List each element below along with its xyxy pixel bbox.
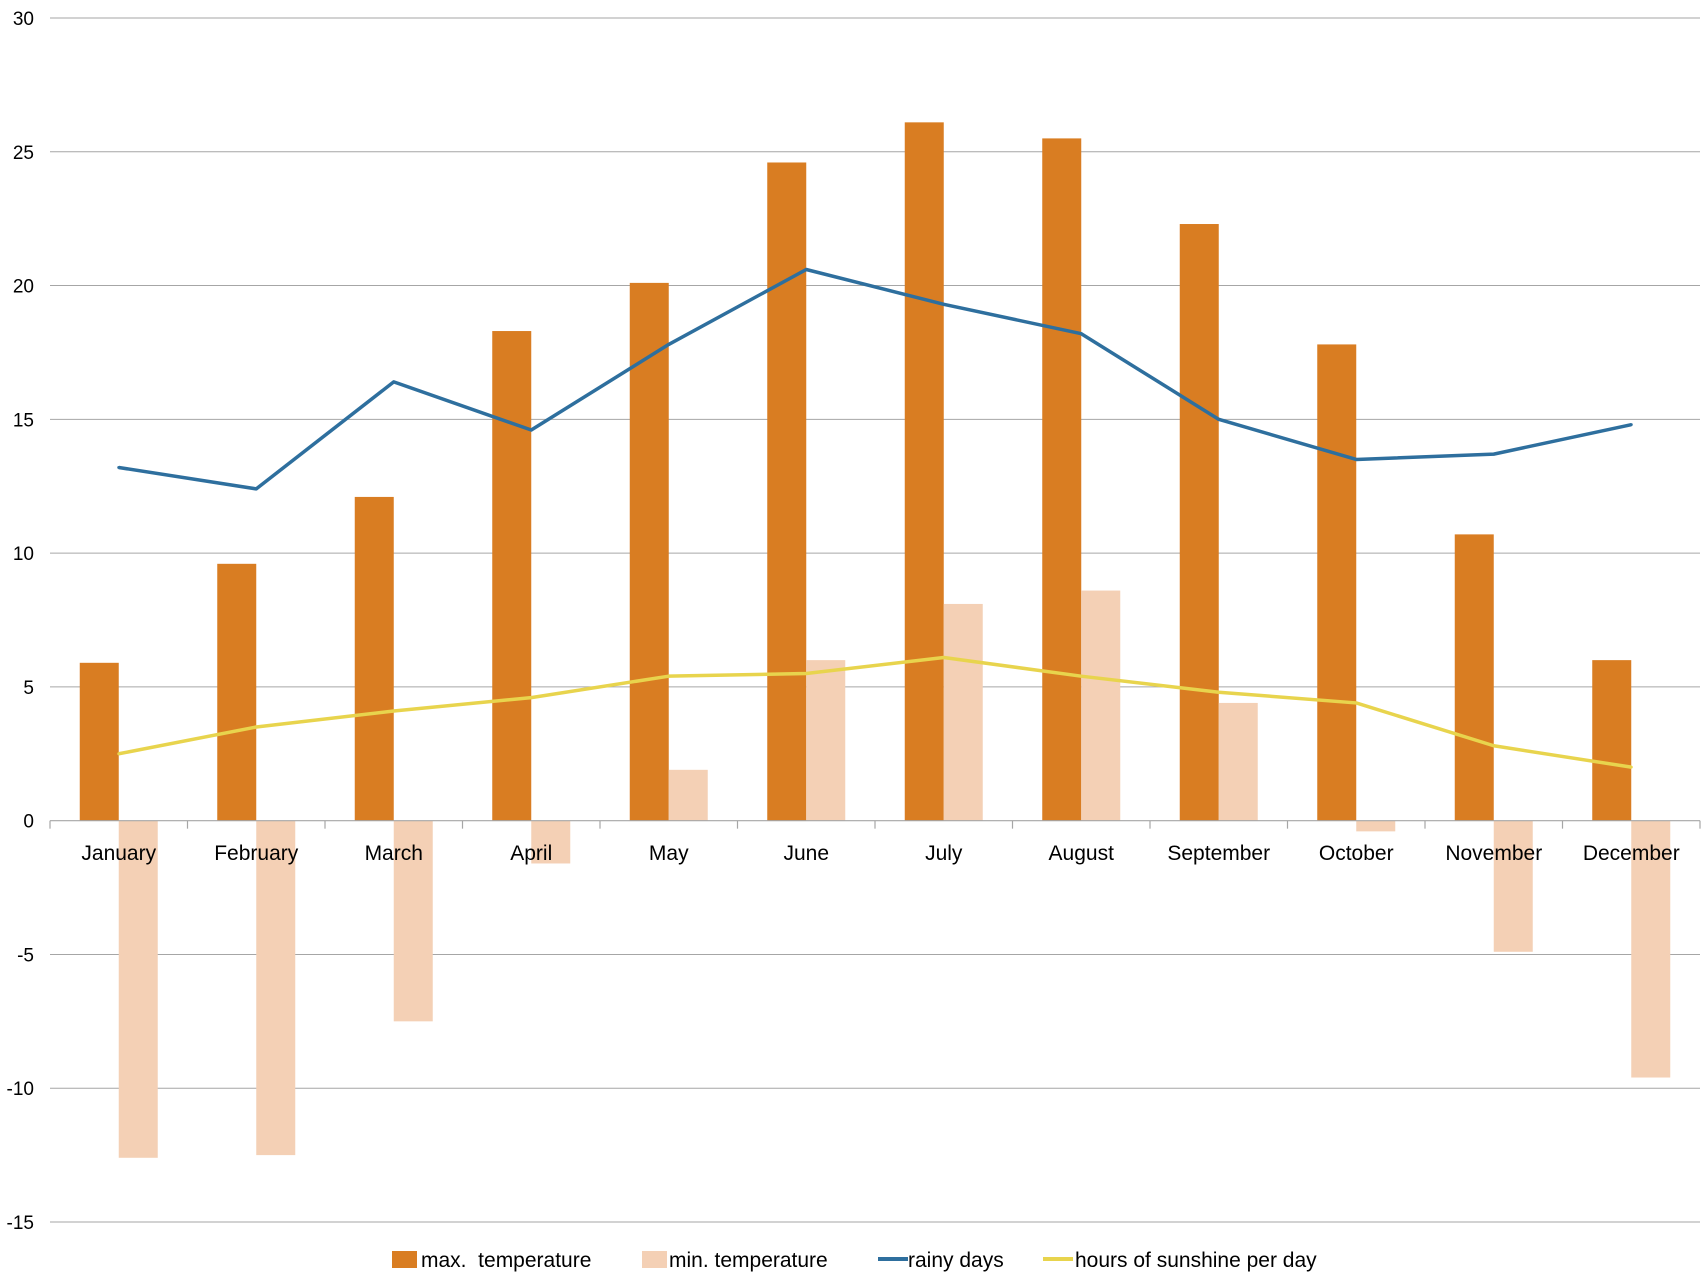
point-rainy-days-august bbox=[1079, 332, 1083, 336]
point-sunshine-hours-september bbox=[1217, 690, 1221, 694]
x-axis bbox=[49, 820, 1701, 829]
point-rainy-days-january bbox=[117, 465, 121, 469]
bar-max-temperature-october bbox=[1317, 344, 1357, 821]
point-rainy-days-may bbox=[667, 342, 671, 346]
bar-min-temperature-may bbox=[668, 769, 708, 821]
bar-max-temperature-december bbox=[1592, 660, 1632, 821]
x-tick-label-june: June bbox=[783, 842, 829, 865]
y-tick-label: -15 bbox=[7, 1213, 34, 1234]
point-sunshine-hours-august bbox=[1079, 674, 1083, 678]
x-tick-label-february: February bbox=[214, 842, 299, 865]
point-rainy-days-april bbox=[529, 428, 533, 432]
legend-label-2: rainy days bbox=[908, 1249, 1004, 1272]
point-rainy-days-november bbox=[1492, 452, 1496, 456]
point-sunshine-hours-february bbox=[254, 725, 258, 729]
point-rainy-days-september bbox=[1217, 417, 1221, 421]
legend: max. temperature min. temperature rainy da… bbox=[392, 1249, 1317, 1272]
point-sunshine-hours-november bbox=[1492, 744, 1496, 748]
bar-max-temperature-may bbox=[629, 282, 669, 821]
y-axis-tick-labels: 30 25 20 15 10 5 0 -5 -10 -15 bbox=[7, 9, 34, 1234]
x-tick-label-december: December bbox=[1583, 842, 1680, 865]
bar-max-temperature-june bbox=[767, 162, 807, 821]
y-tick-label: 10 bbox=[13, 544, 34, 565]
line-sunshine-hours bbox=[118, 655, 1632, 769]
x-tick-label-january: January bbox=[81, 842, 156, 865]
x-tick-label-august: August bbox=[1049, 842, 1115, 865]
bar-max-temperature-february bbox=[217, 563, 257, 821]
bar-min-temperature-june bbox=[806, 660, 846, 821]
bar-min-temperature-february bbox=[256, 820, 296, 1156]
y-tick-label: -5 bbox=[17, 945, 34, 966]
point-sunshine-hours-april bbox=[529, 696, 533, 700]
bar-max-temperature-september bbox=[1179, 224, 1219, 821]
bar-min-temperature-november bbox=[1493, 820, 1533, 952]
x-tick-label-july: July bbox=[925, 842, 963, 865]
y-tick-label: -10 bbox=[7, 1079, 34, 1100]
point-sunshine-hours-january bbox=[117, 752, 121, 756]
x-tick-label-october: October bbox=[1319, 842, 1394, 865]
bar-max-temperature-april bbox=[492, 331, 532, 821]
point-rainy-days-february bbox=[254, 487, 258, 491]
point-sunshine-hours-december bbox=[1629, 765, 1633, 769]
bar-min-temperature-july bbox=[943, 603, 983, 821]
point-sunshine-hours-october bbox=[1354, 701, 1358, 705]
point-sunshine-hours-march bbox=[392, 709, 396, 713]
y-tick-label: 30 bbox=[13, 9, 34, 30]
point-sunshine-hours-july bbox=[942, 655, 946, 659]
gridlines bbox=[50, 17, 1700, 1223]
point-rainy-days-december bbox=[1629, 423, 1633, 427]
bar-max-temperature-august bbox=[1042, 138, 1082, 821]
legend-label-3: hours of sunshine per day bbox=[1075, 1249, 1317, 1272]
bar-min-temperature-september bbox=[1218, 702, 1258, 821]
legend-label-0: max. temperature bbox=[421, 1249, 591, 1272]
bar-min-temperature-march bbox=[393, 820, 433, 1022]
legend-swatch-1 bbox=[642, 1251, 667, 1268]
bar-min-temperature-april bbox=[531, 820, 571, 864]
bar-min-temperature-december bbox=[1631, 820, 1671, 1078]
bars bbox=[79, 122, 1671, 1158]
bar-min-temperature-august bbox=[1081, 590, 1121, 821]
y-tick-label: 5 bbox=[23, 678, 34, 699]
x-axis-tick-labels: January February March April May June July Augu… bbox=[81, 842, 1679, 865]
y-tick-label: 25 bbox=[13, 143, 34, 164]
bar-max-temperature-november bbox=[1454, 534, 1494, 821]
point-rainy-days-march bbox=[392, 380, 396, 384]
x-tick-label-november: November bbox=[1445, 842, 1542, 865]
bar-min-temperature-october bbox=[1356, 820, 1396, 832]
legend-label-1: min. temperature bbox=[669, 1249, 828, 1272]
point-sunshine-hours-june bbox=[804, 672, 808, 676]
point-rainy-days-october bbox=[1354, 457, 1358, 461]
point-rainy-days-june bbox=[804, 268, 808, 272]
bar-max-temperature-july bbox=[904, 122, 944, 821]
series-lines bbox=[117, 267, 1633, 769]
bar-max-temperature-january bbox=[79, 662, 119, 821]
y-tick-label: 20 bbox=[13, 277, 34, 298]
x-tick-label-may: May bbox=[649, 842, 689, 865]
bar-max-temperature-march bbox=[354, 496, 394, 821]
legend-swatch-0 bbox=[392, 1251, 417, 1268]
x-tick-label-april: April bbox=[510, 842, 552, 865]
y-tick-label: 15 bbox=[13, 410, 34, 431]
y-tick-label: 0 bbox=[23, 812, 34, 833]
line-rainy-days bbox=[118, 267, 1632, 491]
point-sunshine-hours-may bbox=[667, 674, 671, 678]
x-tick-label-march: March bbox=[365, 842, 423, 865]
point-rainy-days-july bbox=[942, 302, 946, 306]
bar-min-temperature-january bbox=[118, 820, 158, 1158]
x-tick-label-september: September bbox=[1167, 842, 1270, 865]
